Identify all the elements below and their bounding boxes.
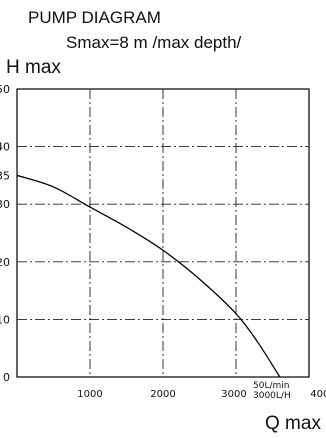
y-tick-label: 10 xyxy=(0,313,10,326)
annotation-line2: 3000L/H xyxy=(253,391,291,401)
y-tick-label: 0 xyxy=(3,371,10,384)
x-tick-label: 1000 xyxy=(77,389,102,400)
x-tick-label: 3000 xyxy=(221,389,246,400)
x-tick-label: 2000 xyxy=(150,389,175,400)
pump-curve xyxy=(16,174,281,378)
chart-title: PUMP DIAGRAM xyxy=(28,8,161,27)
x-axis-label: Q max xyxy=(265,413,321,434)
y-tick-label: 30 xyxy=(0,198,10,211)
y-axis-label: H max xyxy=(6,57,61,78)
y-tick-label: 40 xyxy=(0,141,10,154)
y-tick-label: 50 xyxy=(0,83,10,96)
y-tick-label: 20 xyxy=(0,256,10,269)
chart-subtitle: Smax=8 m /max depth/ xyxy=(66,33,242,52)
y-tick-label: 35 xyxy=(0,169,10,182)
annotation-line1: 50L/min xyxy=(253,381,289,391)
